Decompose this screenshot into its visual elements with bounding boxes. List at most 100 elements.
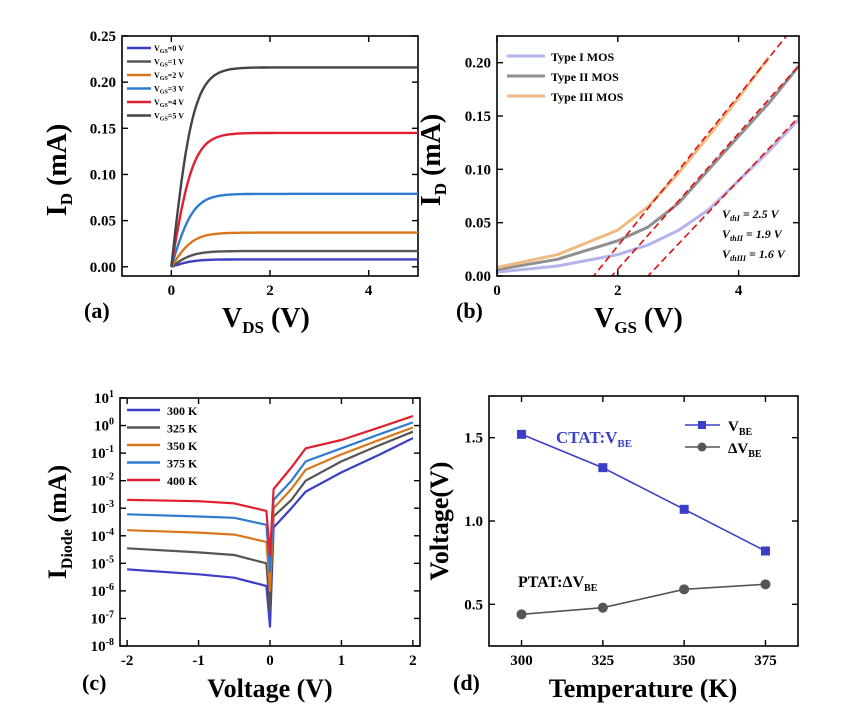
chart-a-legend-label: VGS=4 V	[154, 98, 184, 109]
legend-sub: GS	[160, 76, 169, 82]
chart-a-xlabel-main: V	[222, 303, 242, 334]
chart-c-xtick-label: -2	[121, 653, 134, 669]
vth-sub: thIII	[730, 254, 747, 263]
chart-d-series-line	[521, 433, 766, 552]
chart-a-xtick-label: 0	[168, 283, 176, 299]
chart-a-legend-label: VGS=5 V	[154, 112, 184, 123]
chart-c-ytick-label: 10-5	[91, 554, 114, 572]
chart-c-legend-label: 300 K	[167, 404, 198, 418]
chart-c-ylabel: IDiode (mA)	[43, 465, 76, 579]
chart-c-legend-label: 375 K	[167, 457, 198, 471]
chart-d-panel-label: (d)	[453, 670, 480, 695]
chart-a-series-line	[170, 231, 418, 268]
chart-b-fit-line	[646, 116, 799, 276]
ytick-base: 10	[91, 556, 106, 572]
ytick-exp: 1	[109, 389, 114, 400]
legend-type: Type	[551, 70, 579, 84]
legend-sub: GS	[160, 117, 169, 123]
chart-b-xtick-label: 4	[735, 283, 743, 299]
chart-b-plot-area	[497, 36, 799, 276]
chart-d-xtick-label: 325	[592, 653, 615, 669]
chart-a-panel-label: (a)	[84, 298, 110, 323]
chart-a-ylabel: ID (mA)	[42, 124, 76, 216]
legend-sub: BE	[748, 449, 762, 460]
chart-d-ytick-label: 0.5	[464, 597, 483, 613]
chart-b-ytick-label: 0.10	[465, 162, 491, 178]
chart-b-ylabel-main: I	[416, 195, 447, 206]
chart-a-xtick-label: 2	[266, 283, 274, 299]
chart-d-xtick-label: 375	[754, 653, 777, 669]
chart-b-xtick-label: 0	[493, 283, 501, 299]
chart-b-frame	[496, 35, 800, 277]
vth-v: V	[722, 247, 731, 261]
chart-c-xlabel: Voltage (V)	[207, 674, 332, 703]
chart-b-vth-annotation: VthIII = 1.6 V	[722, 247, 786, 263]
ytick-exp: -7	[106, 609, 114, 620]
chart-a-ylabel-main: I	[42, 205, 73, 216]
chart-c-xtick-label: 2	[409, 653, 417, 669]
chart-b-ytick-label: 0.05	[465, 216, 491, 232]
chart-c-ytick-label: 10-1	[91, 444, 114, 462]
chart-b-ytick-label: 0.00	[465, 269, 491, 285]
chart-a-series-line	[170, 131, 418, 268]
ytick-base: 10	[91, 474, 106, 490]
chart-c-xtick-label: -1	[192, 653, 205, 669]
chart-d-legend-marker	[697, 442, 707, 452]
chart-d-ytick-label: 1.0	[464, 514, 483, 530]
chart-c-ytick-label: 10-3	[91, 499, 114, 517]
ytick-exp: -6	[106, 582, 114, 593]
chart-c-ytick-label: 10-6	[91, 582, 114, 600]
legend-rest: =5 V	[168, 112, 184, 121]
legend-v: V	[154, 44, 160, 53]
legend-type: Type	[551, 90, 579, 104]
legend-rest: =2 V	[168, 71, 184, 80]
legend-sub: GS	[160, 49, 169, 55]
ytick-exp: -3	[106, 499, 114, 510]
chart-b-xlabel-main: V	[594, 303, 614, 334]
chart-a-series-line	[170, 249, 418, 268]
chart-a-ytick-label: 0.05	[90, 214, 116, 230]
chart-b-panel-label: (b)	[456, 298, 483, 323]
ytick-base: 10	[91, 529, 106, 545]
vth-value: = 1.6 V	[746, 247, 786, 261]
vth-sub: thII	[730, 234, 744, 243]
chart-b-vth-annotation: VthII = 1.9 V	[722, 227, 783, 243]
legend-rest: =1 V	[168, 58, 184, 67]
chart-b-vth-annotation: VthI = 2.5 V	[722, 207, 780, 223]
chart-d-marker-circle	[516, 609, 527, 620]
chart-d-marker-square	[679, 504, 689, 514]
vth-v: V	[722, 207, 731, 221]
chart-d-marker-square	[760, 546, 770, 556]
chart-a-xlabel-rest: (V)	[264, 303, 310, 334]
legend-sub: GS	[160, 63, 169, 69]
chart-d-series-line	[521, 583, 766, 616]
ytick-base: 10	[91, 446, 106, 462]
ytick-exp: -4	[106, 527, 114, 538]
chart-b-ylabel: ID (mA)	[416, 114, 450, 206]
chart-d-marker-square	[517, 429, 527, 439]
chart-c-ytick-label: 10-2	[91, 472, 114, 490]
chart-a-xlabel: VDS (V)	[222, 303, 310, 337]
chart-b-legend-label: Type I MOS	[551, 50, 614, 64]
legend-roman: II	[579, 70, 589, 84]
legend-mos: MOS	[588, 70, 619, 84]
ptat-main: PTAT:ΔV	[518, 574, 584, 591]
legend-rest: =3 V	[168, 85, 184, 94]
vth-v: V	[722, 227, 731, 241]
legend-v: V	[154, 58, 160, 67]
chart-b-xlabel-rest: (V)	[637, 303, 683, 334]
ytick-base: 10	[91, 584, 106, 600]
legend-mos: MOS	[584, 50, 615, 64]
chart-d-legend-marker	[698, 421, 706, 429]
legend-v: V	[154, 98, 160, 107]
chart-b-ylabel-sub: D	[431, 183, 450, 195]
legend-v: V	[154, 85, 160, 94]
chart-a-xtick-label: 4	[365, 283, 373, 299]
chart-b-ytick-label: 0.20	[465, 56, 491, 72]
ytick-exp: -8	[106, 637, 114, 648]
chart-c-xtick-label: 1	[338, 653, 346, 669]
legend-roman: I	[579, 50, 584, 64]
chart-d-legend-label: VBE	[728, 419, 753, 438]
chart-a-ytick-label: 0.00	[90, 260, 116, 276]
